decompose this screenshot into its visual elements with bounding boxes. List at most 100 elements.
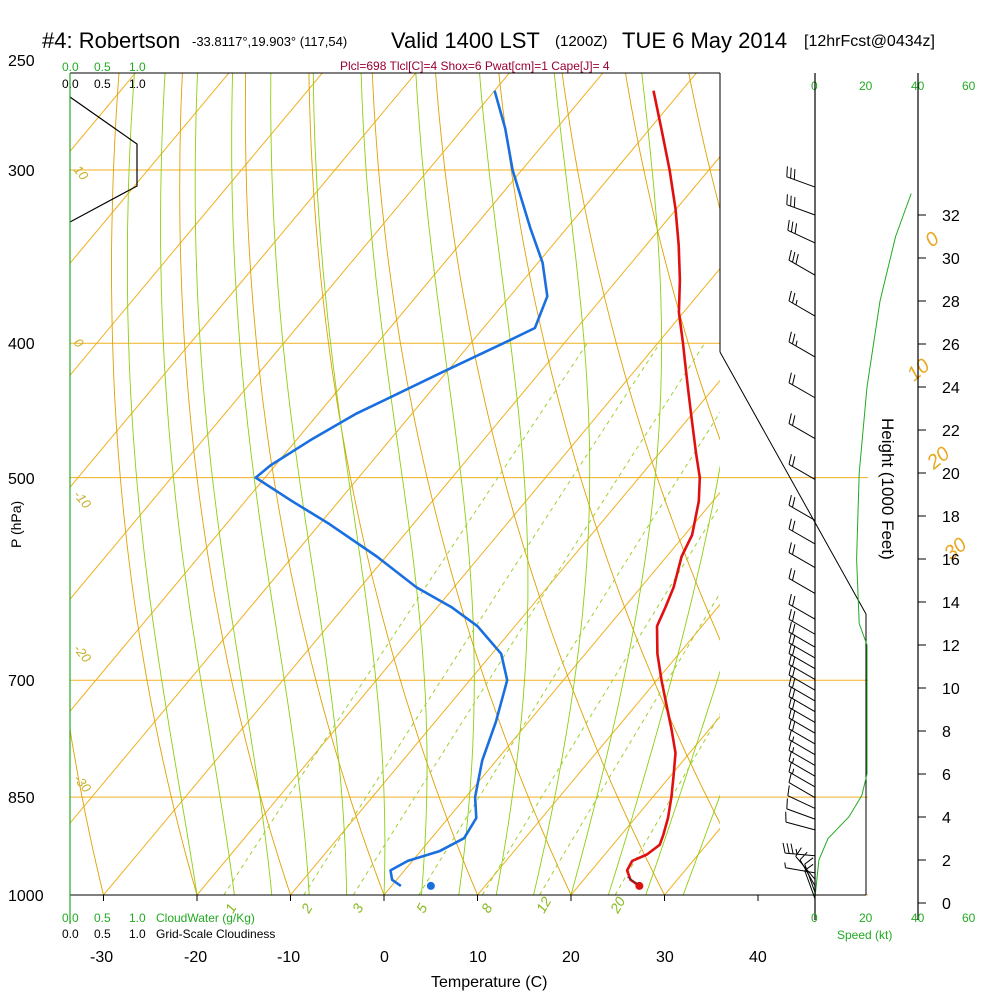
moist-adiabat xyxy=(479,73,529,895)
dry-adiabat xyxy=(435,73,665,895)
wind-barb xyxy=(788,707,816,734)
axes xyxy=(69,72,919,924)
moist-adiabat xyxy=(270,73,348,895)
barb-flag xyxy=(788,750,792,762)
barb-flag xyxy=(790,843,794,854)
barb-flag xyxy=(788,621,792,633)
pressure-tick-label: 1000 xyxy=(8,888,44,905)
barb-flag xyxy=(788,643,792,654)
cloudwater-tick: 0.5 xyxy=(94,911,111,925)
barb-flag xyxy=(788,707,792,719)
moist-adiabat xyxy=(607,465,720,895)
barb-staff xyxy=(788,739,816,756)
barb-half-flag xyxy=(792,768,795,775)
barb-staff xyxy=(788,577,816,594)
cloudiness-profile xyxy=(70,96,138,223)
barb-flag xyxy=(792,634,796,646)
barb-staff xyxy=(788,706,816,723)
barb-staff xyxy=(788,663,816,680)
barb-flag xyxy=(792,570,796,581)
mixing-ratio-label: 3 xyxy=(349,901,367,916)
temp-tick-label: 40 xyxy=(749,949,767,966)
isotherm--40 xyxy=(70,73,698,824)
isobar-lines xyxy=(70,169,720,895)
wind-barb xyxy=(788,718,816,745)
speed-axis-bottom: 0 20 40 60 Speed (kt) xyxy=(811,911,976,942)
barb-flag xyxy=(787,785,790,796)
barb-flag xyxy=(788,494,792,506)
barb-flag xyxy=(792,645,796,656)
wind-speed-profile xyxy=(815,193,912,895)
barb-flag xyxy=(792,666,796,678)
height-tick-label: 26 xyxy=(942,337,960,354)
valid-zulu: (1200Z) xyxy=(555,33,608,50)
wind-barb xyxy=(788,761,816,788)
barb-flag xyxy=(788,675,792,687)
cloudiness-tick: 1.0 xyxy=(129,927,146,941)
wind-barb xyxy=(788,593,816,620)
wind-area-grid xyxy=(719,351,868,896)
pressure-tick-label: 700 xyxy=(8,673,35,690)
barb-staff xyxy=(785,867,816,874)
pressure-tick-label: 850 xyxy=(8,790,35,807)
barb-flag xyxy=(792,544,796,555)
barb-flag xyxy=(788,608,792,620)
barb-staff xyxy=(788,696,816,713)
barb-staff xyxy=(788,259,816,276)
station-title: #4: Robertson xyxy=(42,28,180,53)
height-tick-label: 22 xyxy=(942,423,960,440)
wind-barb xyxy=(788,568,816,594)
barb-half-flag xyxy=(795,299,798,306)
temp-tick-label: 0 xyxy=(380,949,389,966)
barb-flag xyxy=(790,195,792,207)
height-tick-label: 20 xyxy=(942,466,960,483)
barb-flag xyxy=(788,664,792,676)
cloudiness-tick: 0.0 xyxy=(62,927,79,941)
barb-flag xyxy=(792,415,796,426)
dry-adiabat-label: -30 xyxy=(71,771,95,796)
stability-indices: Plcl=698 Tlcl[C]=4 Shox=6 Pwat[cm]=1 Cap… xyxy=(340,59,610,73)
dry-adiabat-label: -10 xyxy=(71,487,95,512)
height-tick-label: 4 xyxy=(942,810,951,827)
barb-flag xyxy=(788,729,792,740)
temp-tick-label: -20 xyxy=(184,949,207,966)
wind-barb xyxy=(788,772,816,799)
height-tick-label: 32 xyxy=(942,208,960,225)
moist-adiabat xyxy=(160,73,235,895)
forecast-info: [12hrFcst@0434z] xyxy=(804,33,935,50)
barb-flag xyxy=(788,740,792,751)
barb-staff xyxy=(786,808,816,820)
speed-tick: 20 xyxy=(859,79,873,93)
barb-flag xyxy=(788,331,792,343)
cloudwater-tick: 1.0 xyxy=(129,60,146,74)
wind-barb xyxy=(788,729,816,756)
cloudwater-label: CloudWater (g/Kg) xyxy=(156,911,255,925)
barb-flag xyxy=(792,292,796,304)
barb-staff xyxy=(787,229,816,244)
height-tick-label: 0 xyxy=(942,896,951,913)
barb-staff xyxy=(788,382,816,399)
pressure-tick-label: 250 xyxy=(8,53,35,70)
wind-barb xyxy=(795,847,816,880)
cloudwater-tick: 0.0 xyxy=(62,911,79,925)
valid-date: TUE 6 May 2014 xyxy=(622,28,787,53)
barb-staff xyxy=(788,463,816,480)
wind-barb xyxy=(787,219,816,244)
barb-staff xyxy=(786,204,816,216)
isotherm--90 xyxy=(70,73,230,265)
wind-barb xyxy=(788,740,816,766)
barb-staff xyxy=(788,749,816,766)
mixing-ratio-label: 2 xyxy=(297,901,315,917)
cloudiness-tick: 0.5 xyxy=(94,927,111,941)
parcel-tick xyxy=(627,876,638,885)
dry-adiabat xyxy=(993,36,1000,895)
dry-adiabat xyxy=(70,726,104,895)
speed-axis-top: 0 20 40 60 xyxy=(811,79,976,93)
barb-flag xyxy=(786,166,788,177)
barb-flag xyxy=(786,194,788,205)
height-tick-label: 2 xyxy=(942,853,951,870)
isotherm-lines xyxy=(70,73,720,895)
barb-flag xyxy=(795,847,802,857)
temp-tick-label: 20 xyxy=(562,949,580,966)
barb-staff xyxy=(788,631,816,648)
